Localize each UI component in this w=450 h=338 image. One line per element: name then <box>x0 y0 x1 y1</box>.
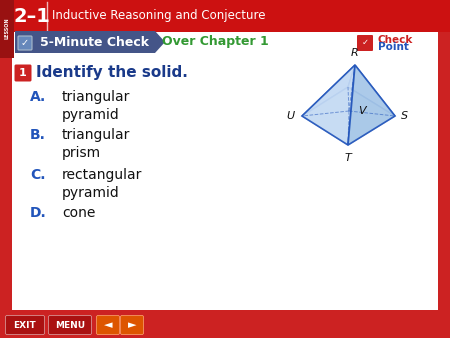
Polygon shape <box>15 31 165 53</box>
Text: EXIT: EXIT <box>14 320 36 330</box>
FancyBboxPatch shape <box>121 315 144 335</box>
FancyBboxPatch shape <box>5 315 45 335</box>
Polygon shape <box>302 87 395 145</box>
Text: triangular
prism: triangular prism <box>62 128 130 161</box>
Text: ✓: ✓ <box>361 38 369 47</box>
Text: ►: ► <box>128 320 136 330</box>
FancyBboxPatch shape <box>49 315 91 335</box>
Polygon shape <box>348 65 395 116</box>
Bar <box>438 0 450 338</box>
Text: 5-Minute Check: 5-Minute Check <box>40 35 149 48</box>
Polygon shape <box>302 65 355 116</box>
Text: ✓: ✓ <box>21 38 29 48</box>
Text: 2–1: 2–1 <box>14 6 50 25</box>
Bar <box>0 310 450 338</box>
Text: Identify the solid.: Identify the solid. <box>36 66 188 80</box>
Bar <box>0 0 450 32</box>
Text: triangular
pyramid: triangular pyramid <box>62 90 130 122</box>
Text: rectangular
pyramid: rectangular pyramid <box>62 168 142 200</box>
Text: A.: A. <box>30 90 46 104</box>
Bar <box>12 28 438 310</box>
Text: Check: Check <box>378 35 414 45</box>
FancyBboxPatch shape <box>357 35 373 51</box>
Text: MENU: MENU <box>55 320 85 330</box>
Text: Inductive Reasoning and Conjecture: Inductive Reasoning and Conjecture <box>52 9 266 23</box>
FancyBboxPatch shape <box>14 65 32 81</box>
Bar <box>0 326 450 338</box>
Text: C.: C. <box>30 168 45 182</box>
Text: Over Chapter 1: Over Chapter 1 <box>162 35 268 48</box>
Text: U: U <box>286 111 294 121</box>
Text: D.: D. <box>30 206 47 220</box>
Text: cone: cone <box>62 206 95 220</box>
Text: LESSON: LESSON <box>4 17 9 39</box>
Text: T: T <box>345 153 351 163</box>
Text: 1: 1 <box>19 68 27 78</box>
Bar <box>0 0 12 338</box>
Text: S: S <box>401 111 408 121</box>
FancyBboxPatch shape <box>18 36 32 50</box>
Bar <box>0 0 14 58</box>
Text: Point: Point <box>378 42 409 52</box>
Text: ◄: ◄ <box>104 320 112 330</box>
Polygon shape <box>302 65 355 145</box>
Text: B.: B. <box>30 128 46 142</box>
Text: V: V <box>358 106 365 116</box>
Polygon shape <box>348 65 395 145</box>
Text: R: R <box>351 48 359 58</box>
FancyBboxPatch shape <box>96 315 120 335</box>
